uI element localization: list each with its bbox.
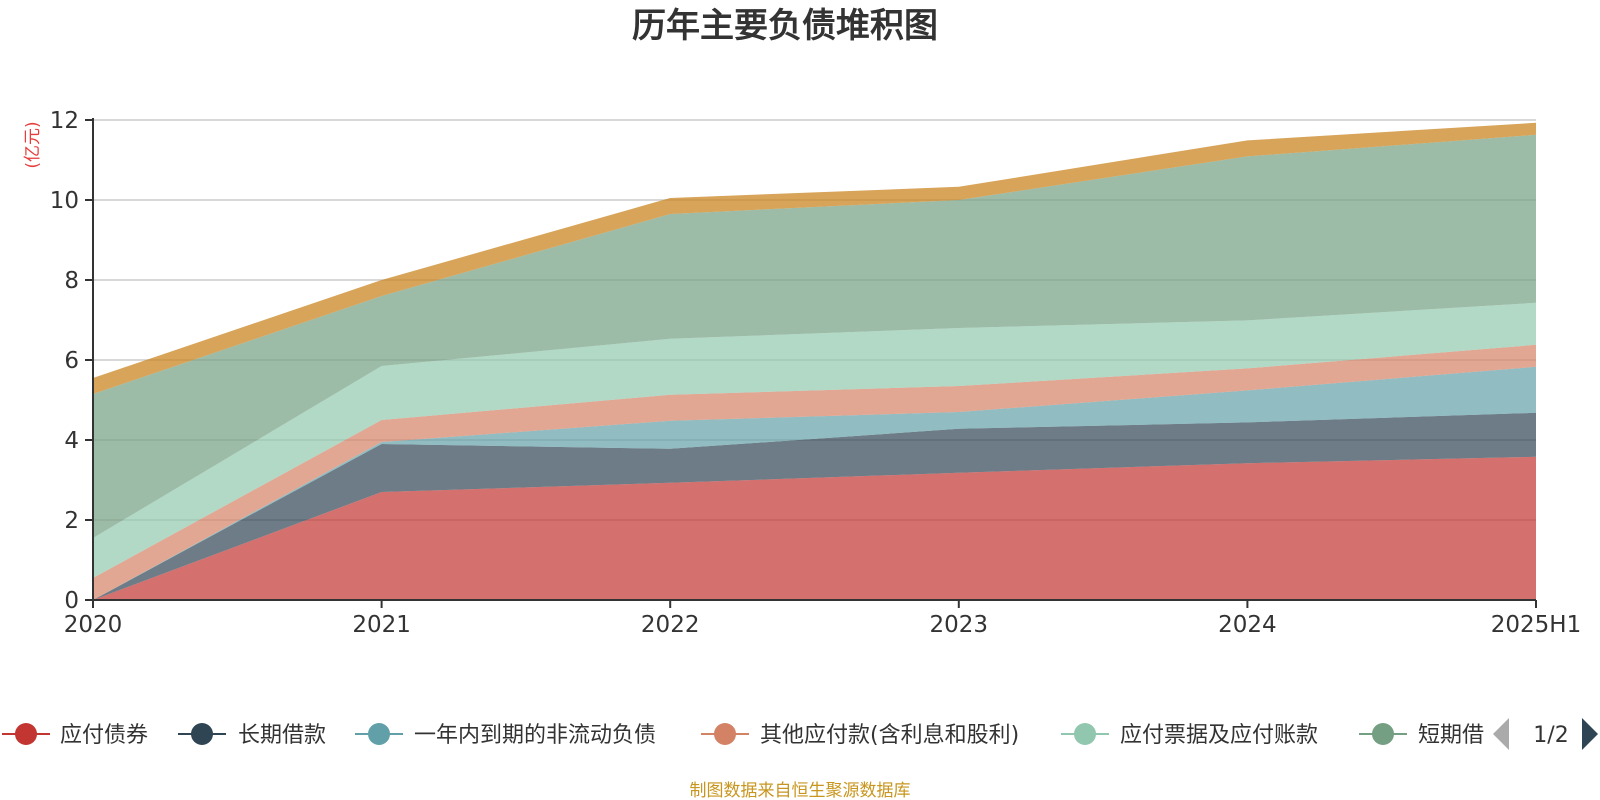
legend-prev-page-icon[interactable]: [1493, 718, 1509, 750]
legend: 应付债券 长期借款 一年内到期的非流动负债 其他应付款(含利息和股利) 应付票据…: [2, 712, 1600, 760]
x-tick-label: 2022: [641, 612, 700, 638]
x-tick-label: 2024: [1218, 612, 1277, 638]
x-tick-label: 2023: [930, 612, 989, 638]
x-tick-label: 2025H1: [1491, 612, 1581, 638]
legend-item-short-term-loans[interactable]: 短期借: [1359, 723, 1484, 748]
legend-item-current-noncurrent-liab[interactable]: 一年内到期的非流动负债: [355, 723, 656, 748]
legend-marker: [1372, 723, 1394, 745]
legend-label: 其他应付款(含利息和股利): [760, 723, 1019, 748]
legend-marker: [368, 723, 390, 745]
series-area-0: [93, 456, 1536, 600]
legend-label: 一年内到期的非流动负债: [414, 723, 656, 748]
legend-marker: [15, 723, 37, 745]
series-area-3: [93, 344, 1536, 600]
y-tick-labels: 0 2 4 6 8 10 12: [50, 108, 79, 614]
legend-next-page-icon[interactable]: [1582, 718, 1598, 750]
series-area-2: [93, 366, 1536, 600]
legend-label: 短期借: [1418, 723, 1484, 748]
y-tick-label: 12: [50, 108, 79, 134]
y-tick-label: 0: [64, 588, 79, 614]
legend-label: 应付债券: [60, 723, 148, 748]
legend-marker: [191, 723, 213, 745]
legend-label: 长期借款: [238, 723, 326, 748]
x-tick-labels: 2020 2021 2022 2023 2024 2025H1: [64, 612, 1582, 638]
legend-item-notes-accounts-payable[interactable]: 应付票据及应付账款: [1061, 723, 1318, 748]
legend-item-other-payables[interactable]: 其他应付款(含利息和股利): [701, 723, 1019, 748]
y-tick-label: 4: [64, 428, 79, 454]
legend-label: 应付票据及应付账款: [1120, 723, 1318, 748]
source-note: 制图数据来自恒生聚源数据库: [690, 781, 911, 800]
chart-title: 历年主要负债堆积图: [632, 6, 938, 46]
legend-page-indicator: 1/2: [1533, 723, 1568, 748]
y-tick-label: 6: [64, 348, 79, 374]
legend-marker: [1074, 723, 1096, 745]
legend-item-bonds-payable[interactable]: 应付债券: [2, 723, 148, 748]
series-area-5: [93, 134, 1536, 539]
series-area-1: [93, 412, 1536, 600]
y-tick-label: 8: [64, 268, 79, 294]
series-area-4: [93, 302, 1536, 578]
area-series: [93, 122, 1536, 600]
y-tick-label: 10: [50, 188, 79, 214]
axes: [85, 118, 1537, 608]
legend-item-long-term-loans[interactable]: 长期借款: [178, 723, 326, 748]
x-tick-label: 2021: [352, 612, 411, 638]
legend-marker: [714, 723, 736, 745]
y-tick-label: 2: [64, 508, 79, 534]
x-tick-label: 2020: [64, 612, 123, 638]
y-axis-label: (亿元): [23, 121, 43, 168]
